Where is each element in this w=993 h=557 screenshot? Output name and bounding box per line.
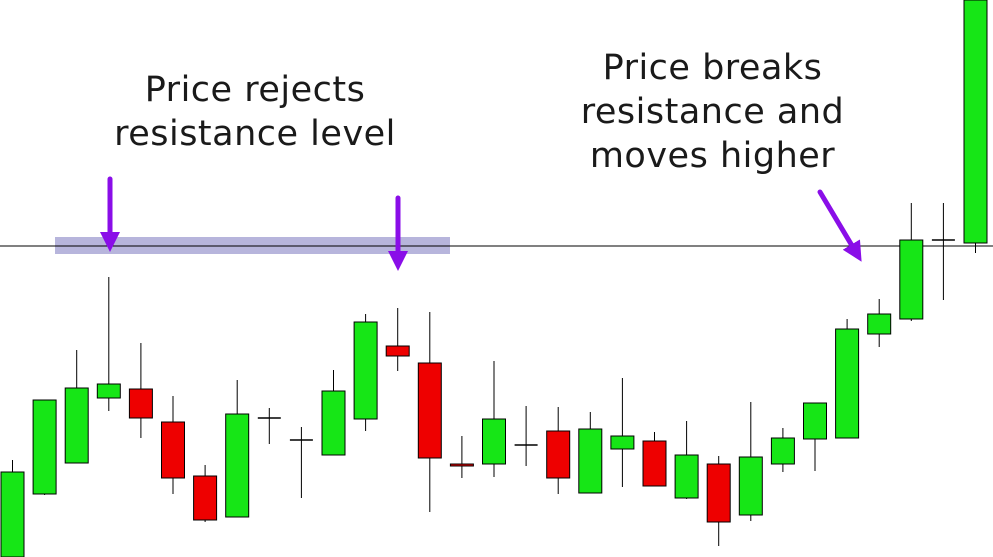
candle-body-bullish	[32, 399, 57, 495]
candle-body-bullish	[674, 454, 699, 499]
annotation-breakout-line-1: Price breaks	[602, 48, 823, 88]
candle-body-bullish	[321, 390, 346, 456]
candle-body-bearish	[128, 388, 153, 419]
candle-body-bearish	[449, 463, 474, 467]
candle-body-bullish	[835, 328, 860, 439]
candle-body-bullish	[96, 383, 121, 399]
candle-body-bullish	[738, 456, 763, 516]
candle-body-bullish	[225, 413, 250, 518]
candle-body-bullish	[867, 313, 892, 335]
candle-body-bullish	[64, 387, 89, 464]
annotation-rejection-line-1: Price rejects	[144, 70, 366, 110]
candle-body-bullish	[803, 402, 827, 440]
candle-body-bearish	[385, 345, 410, 357]
annotation-breakout: Price breaks resistance and moves higher	[560, 46, 865, 178]
candle-body-bearish	[546, 430, 571, 479]
breakout-arrow	[817, 189, 862, 262]
candle-body-bullish	[578, 428, 603, 494]
candle-body-bearish	[642, 440, 667, 487]
annotation-rejection-line-2: resistance level	[114, 114, 396, 154]
candle-body-bullish	[353, 321, 378, 420]
candle-body-bullish	[610, 435, 635, 450]
candle-body-bullish	[770, 437, 795, 465]
candle-body-bearish	[706, 463, 731, 523]
annotation-breakout-line-3: moves higher	[589, 136, 836, 176]
candle-body-bearish	[161, 421, 185, 479]
candle-body-bullish	[899, 239, 924, 320]
candle-body-bearish	[193, 475, 218, 521]
candle-body-bullish	[0, 471, 25, 557]
annotation-rejection: Price rejects resistance level	[90, 68, 420, 156]
candle-body-bullish	[482, 418, 506, 465]
annotation-breakout-line-2: resistance and	[580, 92, 845, 132]
candle-body-bearish	[417, 362, 442, 459]
candle-body-bullish	[963, 0, 988, 244]
